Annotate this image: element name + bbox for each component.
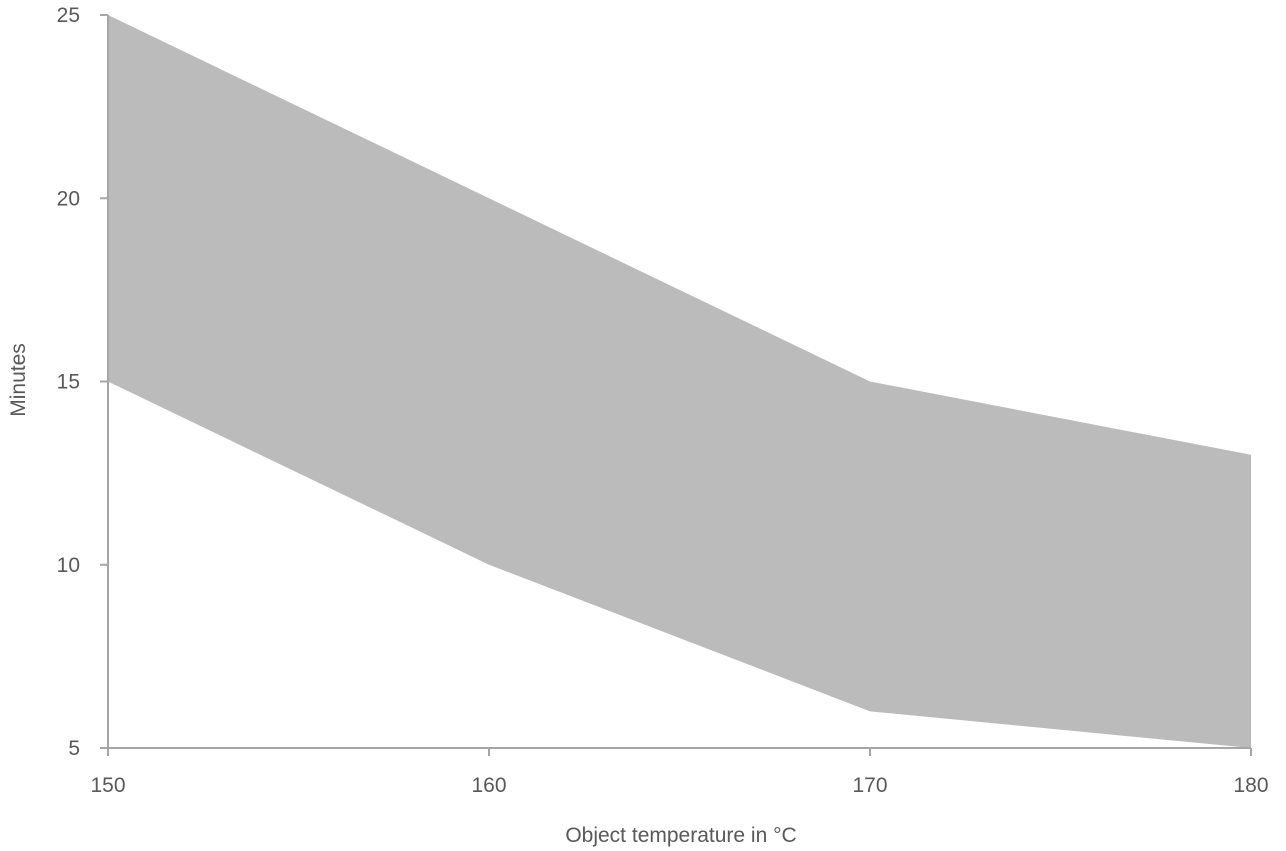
y-tick-label: 25 (57, 4, 80, 27)
x-tick-label: 150 (90, 774, 125, 797)
band-layer (108, 15, 1251, 748)
x-tick-label: 160 (471, 774, 506, 797)
band-area-0 (108, 15, 1251, 748)
x-tick-label: 180 (1233, 774, 1268, 797)
y-tick-label: 5 (68, 737, 80, 760)
x-axis-title: Object temperature in °C (565, 824, 796, 847)
y-tick-label: 20 (57, 187, 80, 210)
x-tick-label: 170 (852, 774, 887, 797)
y-tick-label: 10 (57, 554, 80, 577)
y-tick-label: 15 (57, 371, 80, 394)
ticks: 5 10 15 20 25 150 160 170 180 (57, 4, 1269, 797)
y-axis-title: Minutes (7, 343, 30, 417)
